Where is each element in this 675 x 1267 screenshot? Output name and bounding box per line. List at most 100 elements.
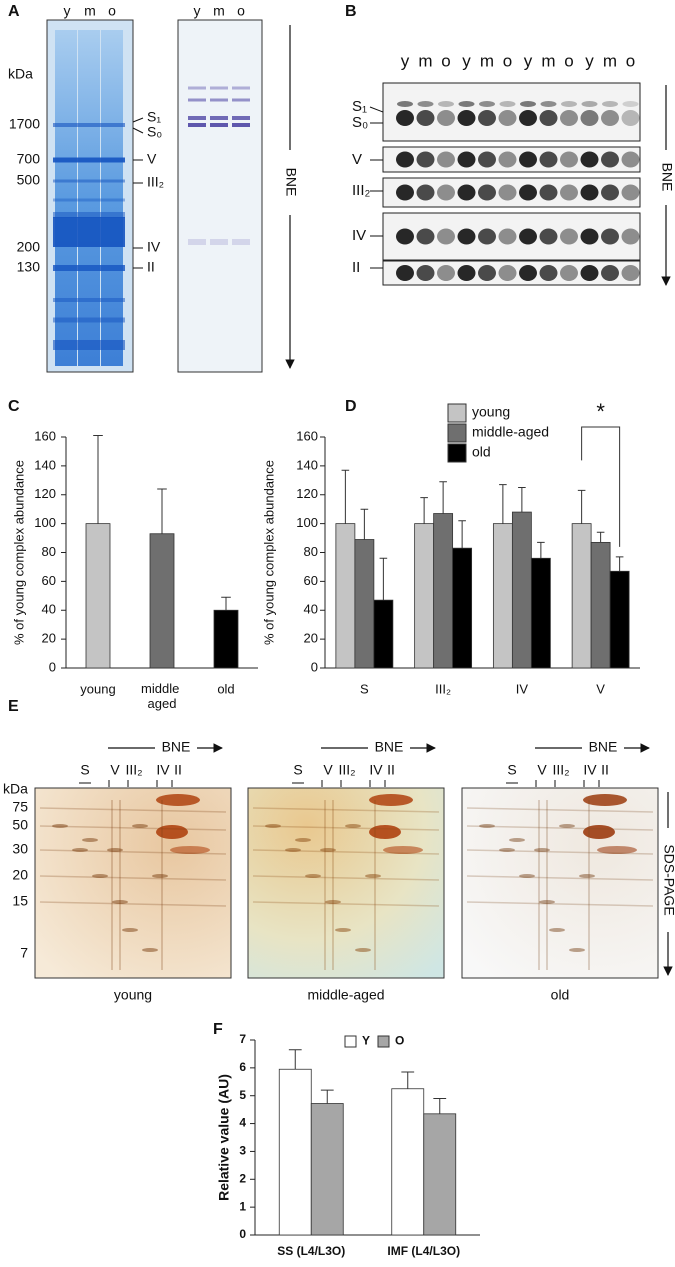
- blot-band: [397, 101, 413, 107]
- gel-band: [232, 98, 250, 102]
- lane-label: o: [626, 51, 635, 70]
- blot-band: [621, 228, 640, 245]
- blot-band: [601, 184, 619, 201]
- bar: [149, 533, 175, 669]
- blot-band: [601, 265, 619, 281]
- complex-label: IV: [369, 762, 383, 778]
- blot-band: [560, 265, 578, 281]
- blot-band: [416, 184, 435, 201]
- blot-band: [621, 110, 640, 126]
- gel-band: [53, 217, 125, 247]
- error-bar: [360, 508, 369, 540]
- bar: [213, 609, 239, 669]
- blot-band: [621, 265, 640, 281]
- x-tick-label: V: [596, 681, 605, 696]
- bar: [391, 1088, 425, 1236]
- gel-spot: [479, 824, 495, 828]
- group-label: young: [114, 987, 152, 1003]
- gel-band: [188, 239, 206, 245]
- y-tick-label: 120: [34, 486, 56, 501]
- legend-swatch: [447, 443, 467, 463]
- gel-spot: [355, 948, 371, 952]
- blot-band: [519, 110, 537, 126]
- y-tick-label: 0: [239, 1227, 246, 1241]
- bar: [590, 541, 611, 669]
- error-bar: [93, 435, 103, 524]
- complex-label: II: [174, 762, 182, 778]
- error-bar: [420, 497, 428, 524]
- blot-band: [580, 265, 599, 281]
- blot-band: [478, 265, 496, 281]
- annotation: *: [596, 399, 605, 424]
- gel-streak: [466, 901, 654, 907]
- label-tick: [132, 127, 144, 134]
- legend-label: Y: [362, 1034, 370, 1048]
- complex-label: IV: [156, 762, 170, 778]
- y-tick-label: 6: [239, 1060, 246, 1074]
- blot-band: [437, 228, 455, 245]
- gel-spot: [499, 848, 515, 852]
- lane-label: o: [237, 3, 245, 19]
- gel-streak: [39, 901, 227, 907]
- complex-label: III₂: [352, 182, 371, 199]
- blot-band: [581, 101, 598, 107]
- y-tick-label: 3: [239, 1144, 246, 1158]
- blot-band: [478, 184, 496, 201]
- gel-spot: [365, 874, 381, 878]
- y-tick-label: 100: [296, 515, 318, 530]
- blot-band: [457, 110, 476, 126]
- label-tick: [132, 117, 144, 123]
- gel-band: [232, 239, 250, 245]
- gel-spot: [72, 848, 88, 852]
- blot-band: [540, 101, 557, 107]
- gel-spot: [579, 874, 595, 878]
- gel-spot: [369, 794, 413, 806]
- complex-label: III₂: [552, 762, 569, 778]
- panel-label: E: [8, 698, 19, 715]
- blot-band: [560, 151, 578, 168]
- complex-label: S₀: [147, 124, 162, 140]
- lane-label: o: [441, 51, 450, 70]
- complex-label: II: [387, 762, 395, 778]
- blot-band: [498, 184, 517, 201]
- blot-band: [498, 265, 517, 281]
- gel-spot: [285, 848, 301, 852]
- complex-label: S: [293, 762, 302, 778]
- bar: [354, 539, 375, 669]
- y-tick-label: 20: [42, 631, 56, 646]
- error-bar: [596, 531, 605, 543]
- gel-streak: [466, 825, 654, 831]
- lane-label: m: [418, 51, 432, 70]
- y-axis-label: % of young complex abundance: [11, 460, 26, 645]
- legend-label: young: [472, 404, 510, 420]
- y-tick-label: 4: [239, 1116, 246, 1130]
- gel-spot: [325, 900, 341, 904]
- blot-band: [396, 228, 414, 245]
- legend-swatch: [377, 1035, 390, 1048]
- blot-band: [416, 265, 435, 281]
- complex-label: IV: [352, 227, 366, 244]
- y-tick-label: 2: [239, 1171, 246, 1185]
- gel-streak: [466, 807, 654, 813]
- blot-band: [621, 184, 640, 201]
- blot-band: [622, 101, 639, 107]
- blot-band: [580, 151, 599, 168]
- complex-label: V: [110, 762, 120, 778]
- gel-panels: [34, 19, 659, 979]
- blot-band: [539, 151, 558, 168]
- marker-label: 130: [17, 259, 41, 275]
- blot-band: [498, 151, 517, 168]
- bar: [433, 513, 454, 669]
- lane-label: y: [64, 3, 71, 19]
- gel-spot: [369, 825, 401, 839]
- blot-band: [479, 101, 495, 107]
- x-tick-label: S: [360, 681, 369, 696]
- direction-label: BNE: [375, 739, 404, 755]
- gel-spot: [265, 824, 281, 828]
- marker-label: 15: [12, 893, 28, 909]
- gel-spot: [345, 824, 361, 828]
- gel-spot: [142, 948, 158, 952]
- gel-spot: [156, 794, 200, 806]
- gel-spot: [597, 846, 637, 854]
- gel-lane: [101, 30, 123, 366]
